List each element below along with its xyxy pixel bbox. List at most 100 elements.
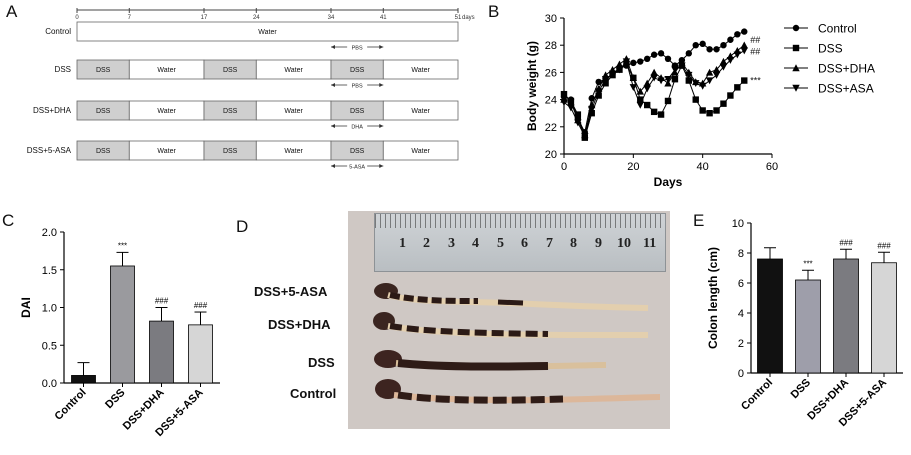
ruler-number: 4 — [472, 236, 479, 251]
data-point — [615, 66, 624, 74]
data-point — [720, 42, 727, 49]
timeline-axis-unit: days — [462, 15, 475, 21]
legend-entry: DSS+DHA — [784, 62, 875, 76]
colon-specimen-dss-dha — [373, 312, 648, 339]
data-point — [560, 99, 568, 107]
data-point — [699, 107, 706, 114]
x-tick-label: 20 — [627, 161, 639, 173]
bar-group — [188, 311, 213, 384]
data-point — [650, 108, 658, 116]
data-point — [567, 104, 575, 112]
data-point — [713, 46, 720, 53]
data-point — [720, 100, 727, 107]
y-axis-label: Body weight (g) — [525, 41, 539, 131]
data-point — [588, 110, 595, 117]
panel-a-timeline: A 0 7 17 24 34 41 51 days Control Water PBS DSS DSS W… — [0, 0, 480, 200]
timeline-segment — [382, 100, 459, 121]
data-point — [685, 71, 693, 79]
legend-label: DSS — [818, 42, 843, 56]
y-tick-label: 0.0 — [42, 378, 57, 390]
data-point — [574, 111, 582, 118]
significance-annotation: ### — [155, 297, 169, 306]
data-point — [581, 133, 589, 141]
data-point — [643, 79, 651, 87]
significance-annotation: ### — [839, 238, 853, 247]
data-point — [692, 96, 699, 103]
data-point — [792, 44, 800, 52]
data-point — [595, 92, 602, 99]
ruler-number: 11 — [643, 236, 657, 251]
ruler-number: 6 — [521, 236, 528, 251]
treatment-label-bg — [347, 162, 368, 170]
treatment-label: 5-ASA — [349, 165, 365, 171]
data-point — [734, 31, 741, 38]
y-tick-label: 1.0 — [42, 303, 57, 315]
panel-d-colon-photo: D DSS+5-ASA DSS+DHA DSS Control 1 2 3 4 … — [232, 205, 672, 450]
significance-annotation: ## — [750, 47, 760, 57]
ruler-number: 8 — [570, 236, 577, 251]
colon-specimen-dss — [374, 350, 607, 371]
data-point — [740, 47, 748, 55]
data-point — [650, 74, 658, 82]
bar — [71, 375, 96, 384]
y-tick-label: 30 — [545, 13, 557, 25]
timeline-segment-label: Water — [411, 148, 430, 155]
data-point — [698, 82, 707, 90]
data-point — [792, 64, 800, 72]
panel-label-e: E — [693, 211, 705, 230]
data-point — [664, 55, 672, 62]
treatment-label: DHA — [351, 125, 363, 131]
ruler-number: 2 — [423, 236, 430, 251]
y-tick-label: 10 — [732, 218, 744, 230]
panel-e-colon-length: E 0 2 4 6 8 10 Colon length (cm) Control DSS *** D… — [675, 205, 911, 450]
data-point — [601, 76, 610, 83]
ruler-number: 10 — [617, 236, 631, 251]
timeline-segment-label: Water — [157, 108, 176, 115]
bar-group — [833, 248, 859, 374]
timeline-segment-label: Water — [284, 108, 303, 115]
timeline-segment-label: Water — [284, 67, 303, 74]
treatment-arrow-head-right — [379, 124, 384, 128]
data-point — [705, 77, 714, 85]
treatment-arrow-head-right — [379, 164, 384, 168]
timeline-segment — [76, 21, 459, 42]
treatment-label: PBS — [352, 84, 363, 90]
data-point — [792, 24, 800, 32]
data-point — [650, 68, 658, 76]
colon-specimen-control — [375, 379, 661, 404]
panel-label-b: B — [488, 2, 500, 21]
timeline-segment-label: DSS — [350, 108, 365, 115]
bar-group — [71, 362, 96, 384]
data-point — [706, 46, 713, 53]
data-point — [636, 87, 644, 95]
ruler-number: 1 — [399, 236, 406, 251]
data-point — [727, 92, 734, 99]
data-point — [699, 40, 706, 48]
timeline-row-label: Control — [45, 27, 71, 36]
data-point — [664, 79, 672, 87]
y-tick-label: 24 — [545, 95, 557, 107]
treatment-arrow-head-right — [379, 83, 384, 87]
data-point — [678, 62, 686, 70]
data-point — [741, 28, 748, 35]
data-point — [588, 95, 595, 102]
data-point — [615, 60, 624, 68]
timeline-segment-label: DSS — [350, 148, 365, 155]
data-point — [574, 119, 582, 127]
timeline-tick-label: 51 — [455, 15, 462, 21]
data-point — [560, 90, 568, 98]
y-tick-label: 2.0 — [42, 227, 57, 239]
data-point — [637, 96, 644, 103]
bar-group — [110, 251, 135, 384]
timeline-segment-label: DSS — [350, 67, 365, 74]
timeline-row-label: DSS+DHA — [33, 106, 72, 115]
x-tick-label: Control — [739, 377, 775, 413]
bar — [757, 258, 783, 374]
data-point — [567, 98, 575, 106]
timeline-segment-label: DSS — [223, 108, 238, 115]
bar-group — [149, 307, 174, 384]
ruler-number: 7 — [546, 236, 553, 251]
x-tick-label: 60 — [766, 161, 778, 173]
timeline-segment-label: DSS — [223, 67, 238, 74]
significance-annotation: ### — [194, 301, 208, 310]
